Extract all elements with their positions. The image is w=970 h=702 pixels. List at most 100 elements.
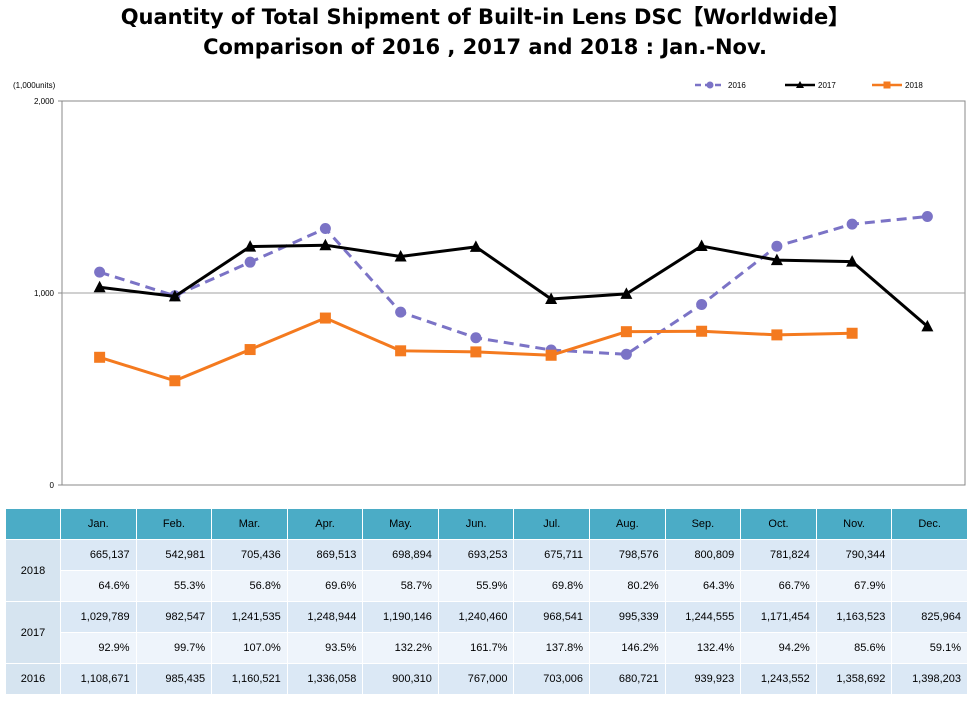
quantity-cell: 968,541 <box>513 601 591 633</box>
quantity-cell: 675,711 <box>513 539 591 571</box>
table-body: 2018 665,137 542,981 705,436 869,513 698,894 6… <box>5 539 968 695</box>
legend-marker-2017 <box>796 81 804 88</box>
percent-cell: 92.9% <box>60 632 137 664</box>
quantity-cell: 705,436 <box>211 539 288 571</box>
percent-cell: 64.6% <box>60 570 137 602</box>
y-unit-label: (1,000units) <box>13 81 56 90</box>
percent-cell: 67.9% <box>815 570 893 602</box>
data-point-2016 <box>470 332 482 344</box>
percent-cell: 56.8% <box>211 570 288 602</box>
quantity-cell: 703,006 <box>513 663 591 695</box>
percent-cell: 93.5% <box>286 632 364 664</box>
quantity-cell: 1,336,058 <box>286 663 364 695</box>
quantity-cell: 1,171,454 <box>740 601 817 633</box>
data-point-2017 <box>394 249 407 262</box>
table-corner-cell <box>5 508 61 540</box>
legend-marker-2018 <box>883 81 891 89</box>
quantity-cell: 869,513 <box>286 539 364 571</box>
percent-cell: 58.7% <box>362 570 439 602</box>
y-tick-label: 0 <box>50 481 55 490</box>
quantity-cell: 982,547 <box>135 601 213 633</box>
data-point-2017 <box>620 287 633 299</box>
quantity-cell: 900,310 <box>362 663 439 695</box>
data-point-2017 <box>244 240 257 252</box>
data-point-2017 <box>770 253 783 266</box>
percent-cell: 66.7% <box>740 570 817 602</box>
quantity-cell: 1,244,555 <box>664 601 742 633</box>
quantity-cell: 798,576 <box>589 539 666 571</box>
data-point-2016 <box>696 299 708 311</box>
percent-cell: 146.2% <box>589 632 666 664</box>
month-header: Jan. <box>60 508 137 540</box>
year-label: 2017 <box>5 601 61 664</box>
data-point-2016 <box>395 306 407 318</box>
percent-cell: 107.0% <box>211 632 288 664</box>
month-header: May. <box>362 508 439 540</box>
percent-cell: 132.2% <box>362 632 439 664</box>
line-chart: (1,000units) 0 1,000 2,000 2016 2017 2018 <box>13 81 966 490</box>
data-point-2017 <box>846 255 859 267</box>
month-header: Feb. <box>135 508 213 540</box>
data-point-2018 <box>94 351 106 363</box>
quantity-cell: 1,190,146 <box>362 601 439 633</box>
data-point-2018 <box>244 344 256 356</box>
percent-cell <box>891 570 968 602</box>
percent-cell: 55.9% <box>437 570 515 602</box>
data-point-2016 <box>771 240 783 252</box>
table-row: 2017 1,029,789 982,547 1,241,535 1,248,944 1,… <box>5 601 968 664</box>
quantity-cell: 995,339 <box>589 601 666 633</box>
quantity-cell: 665,137 <box>60 539 137 571</box>
percent-cell: 85.6% <box>815 632 893 664</box>
quantity-cell: 1,398,203 <box>891 663 968 695</box>
percent-cell: 55.3% <box>135 570 213 602</box>
data-point-2016 <box>319 222 331 234</box>
quantity-cell: 825,964 <box>891 601 968 633</box>
quantity-cell: 939,923 <box>664 663 742 695</box>
quantity-cell: 1,240,460 <box>437 601 515 633</box>
data-point-2016 <box>620 348 632 360</box>
quantity-cell: 1,248,944 <box>286 601 364 633</box>
quantity-cell: 542,981 <box>135 539 213 571</box>
legend-marker-2016 <box>706 81 714 89</box>
month-header: Mar. <box>211 508 288 540</box>
quantity-cell: 1,108,671 <box>60 663 137 695</box>
legend-label-2016: 2016 <box>728 81 746 90</box>
month-header: Apr. <box>286 508 364 540</box>
data-point-2017 <box>545 292 558 305</box>
table-row: 2016 1,108,671 985,435 1,160,521 1,336,058 90… <box>5 663 968 695</box>
chart-title-line-2: Comparison of 2016 , 2017 and 2018 : Jan… <box>203 35 767 59</box>
percent-cell: 161.7% <box>437 632 515 664</box>
month-header: Aug. <box>589 508 666 540</box>
year-label: 2018 <box>5 539 61 602</box>
table-row: 92.9% 99.7% 107.0% 93.5% 132.2% 161.7% 137.8% 1… <box>6 632 968 664</box>
data-point-2018 <box>470 346 482 358</box>
data-point-2017 <box>695 239 708 252</box>
data-point-2016 <box>244 256 256 268</box>
data-point-2017 <box>319 238 332 251</box>
quantity-cell: 781,824 <box>740 539 817 571</box>
quantity-cell: 1,163,523 <box>815 601 893 633</box>
quantity-cell: 800,809 <box>664 539 742 571</box>
percent-cell: 137.8% <box>513 632 591 664</box>
data-point-2017 <box>93 280 106 293</box>
quantity-cell: 1,358,692 <box>815 663 893 695</box>
month-header: Nov. <box>815 508 893 540</box>
percent-cell: 80.2% <box>589 570 666 602</box>
percent-cell: 69.6% <box>286 570 364 602</box>
data-point-2017 <box>921 319 934 332</box>
series-line-2016 <box>99 215 928 356</box>
percent-cell: 94.2% <box>740 632 817 664</box>
data-point-2018 <box>771 329 783 341</box>
percent-cell: 59.1% <box>891 632 968 664</box>
data-point-2018 <box>319 312 331 324</box>
quantity-cell: 1,243,552 <box>740 663 817 695</box>
table-header-row: Jan. Feb. Mar. Apr. May. Jun. Jul. Aug. Sep. Oct.… <box>5 508 968 540</box>
quantity-cell: 698,894 <box>362 539 439 571</box>
legend-label-2018: 2018 <box>905 81 923 90</box>
month-header: Sep. <box>664 508 742 540</box>
data-point-2016 <box>921 211 933 223</box>
year-label: 2016 <box>5 663 61 695</box>
month-header: Oct. <box>740 508 817 540</box>
chart-title-line-1: Quantity of Total Shipment of Built-in L… <box>120 5 850 29</box>
table-row: 64.6% 55.3% 56.8% 69.6% 58.7% 55.9% 69.8% 80.2%… <box>6 570 968 602</box>
